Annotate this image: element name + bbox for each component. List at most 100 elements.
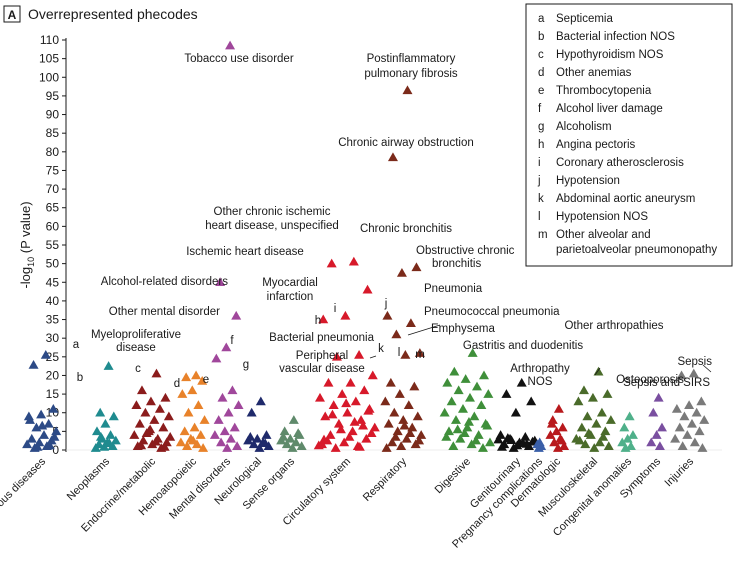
data-point	[696, 396, 707, 406]
data-point	[342, 407, 353, 417]
data-point	[222, 443, 233, 452]
legend: a Septicemia b Bacterial infection NOS c Hypo…	[525, 3, 733, 267]
data-point	[339, 437, 350, 447]
legend-label: Other anemias	[556, 67, 632, 79]
data-point	[337, 389, 348, 398]
data-point	[245, 431, 256, 441]
data-point	[387, 437, 398, 447]
legend-key: e	[538, 85, 544, 97]
data-point	[448, 441, 459, 451]
data-point	[387, 152, 398, 162]
x-axis-labels: Infectious diseases NeoplasmsEndocrine/me…	[0, 455, 696, 550]
data-point	[385, 377, 396, 387]
legend-key: c	[538, 49, 544, 61]
y-tick-label: 35	[46, 313, 60, 327]
data-point	[653, 392, 664, 402]
data-point	[455, 433, 466, 443]
data-point	[467, 348, 478, 357]
x-category-label: Injuries	[663, 455, 697, 489]
data-point	[333, 418, 344, 428]
data-point	[484, 437, 495, 447]
data-point	[625, 441, 636, 451]
data-point	[446, 396, 457, 406]
data-point	[403, 400, 414, 410]
data-point	[354, 442, 365, 451]
data-point	[460, 374, 471, 383]
data-point	[394, 389, 405, 398]
data-point	[189, 422, 200, 432]
point-letter-label: l	[398, 347, 401, 359]
data-point	[330, 443, 341, 452]
data-point	[559, 441, 570, 451]
data-point	[552, 443, 563, 452]
data-point	[191, 370, 202, 380]
panel-letter: A	[8, 8, 17, 22]
data-point	[521, 439, 532, 448]
data-point	[290, 437, 301, 447]
data-point	[197, 376, 208, 385]
point-letter-label: d	[174, 378, 180, 390]
annotation-label: Myocardial	[262, 277, 318, 289]
data-point	[684, 400, 695, 410]
data-point	[670, 433, 681, 443]
data-point	[32, 442, 43, 451]
data-point	[99, 442, 110, 451]
data-point	[369, 422, 380, 432]
data-point	[314, 392, 325, 402]
data-point	[198, 443, 209, 452]
annotation-leader	[407, 324, 441, 336]
y-tick-label: 110	[40, 33, 59, 47]
data-point	[383, 418, 394, 428]
data-point	[533, 443, 544, 452]
annotation-label: Other mental disorder	[109, 306, 220, 318]
data-point	[526, 396, 537, 406]
y-tick-label: 20	[46, 368, 60, 382]
data-point	[676, 370, 687, 380]
data-point	[359, 385, 370, 395]
annotation-leader	[594, 367, 601, 376]
data-point	[131, 400, 142, 410]
data-point	[689, 437, 700, 447]
data-point	[510, 407, 521, 417]
data-point	[411, 262, 422, 272]
legend-label-cont: parietoalveolar pneumonopathy	[556, 244, 717, 256]
data-point	[349, 417, 360, 426]
point-letter-label: f	[230, 335, 234, 347]
annotation-label: disease	[116, 342, 156, 354]
annotation-label: Other arthropathies	[564, 320, 663, 332]
data-point	[140, 407, 151, 417]
point-letter-label: k	[378, 343, 384, 355]
data-point	[233, 400, 244, 410]
data-point	[151, 368, 162, 378]
data-point	[350, 396, 361, 406]
data-point	[416, 430, 427, 439]
data-point	[183, 407, 194, 417]
data-point	[396, 441, 407, 451]
data-point	[699, 415, 710, 424]
data-point	[648, 407, 659, 417]
data-point	[26, 433, 37, 443]
annotation-label: Bacterial pneumonia	[269, 332, 374, 344]
y-tick-label: 85	[46, 126, 60, 140]
y-tick-label: 0	[52, 443, 59, 457]
data-point	[363, 405, 374, 415]
legend-key: f	[538, 103, 542, 115]
data-point	[313, 440, 324, 450]
data-point	[323, 377, 334, 387]
y-tick-label: 45	[46, 275, 60, 289]
data-point	[651, 430, 662, 439]
legend-label: Thrombocytopenia	[556, 85, 652, 97]
data-point	[405, 318, 416, 328]
y-tick-label: 50	[46, 257, 60, 271]
data-point	[91, 426, 102, 436]
data-point	[217, 392, 228, 402]
x-category-label: Infectious diseases	[0, 455, 48, 530]
data-point	[136, 440, 147, 450]
data-point	[578, 385, 589, 395]
legend-key: m	[538, 229, 548, 241]
data-point	[22, 439, 33, 449]
annotation-label: Obstructive chronic	[416, 245, 515, 257]
data-point	[381, 443, 392, 452]
data-point	[145, 424, 156, 434]
